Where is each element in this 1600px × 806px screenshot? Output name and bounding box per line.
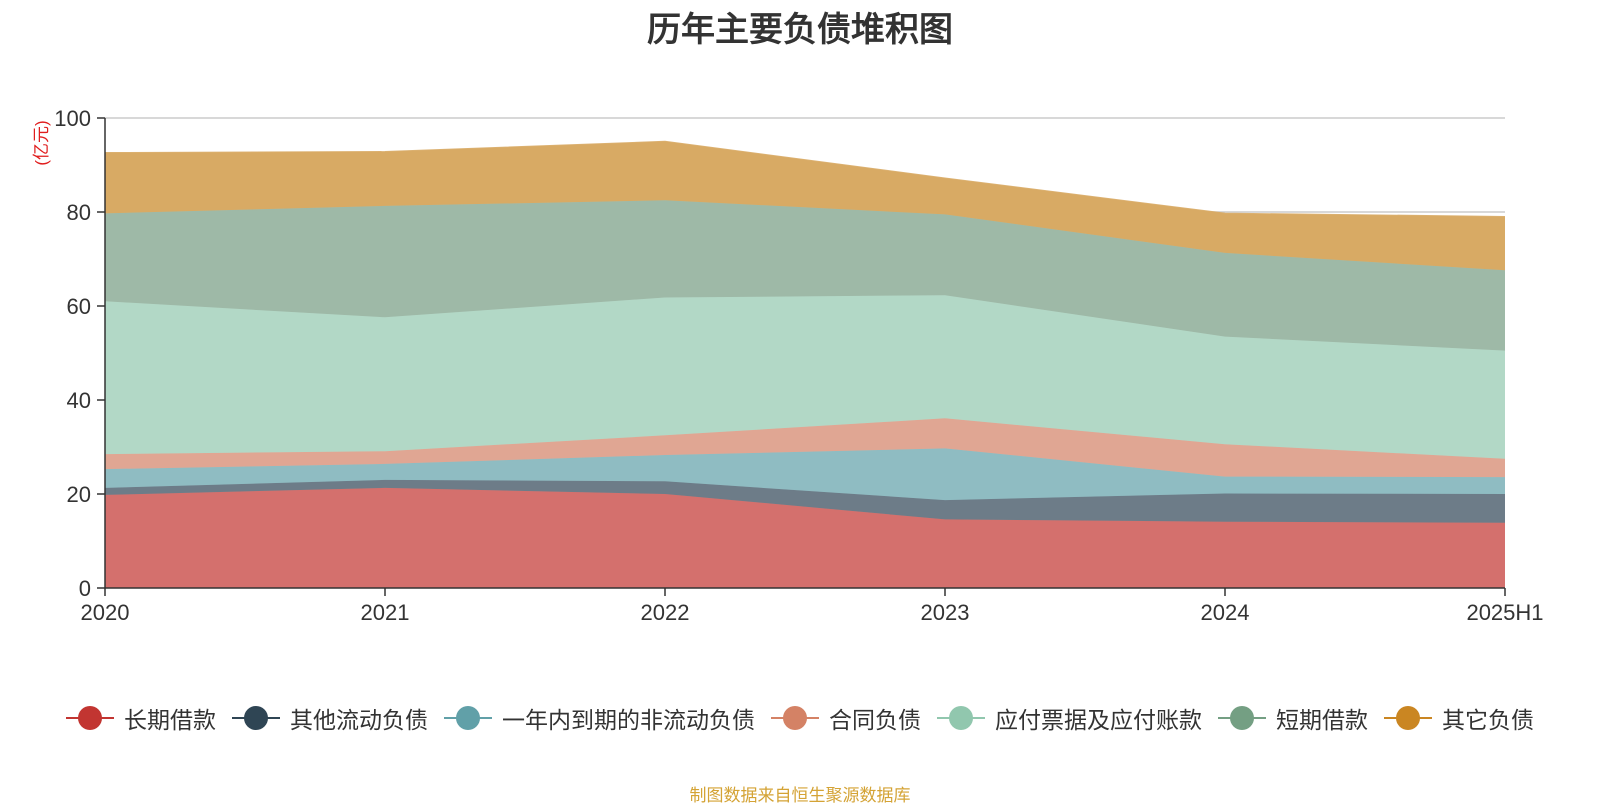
legend-dot <box>244 706 268 730</box>
legend-marker-icon <box>1218 706 1266 730</box>
y-tick-label: 0 <box>79 576 91 601</box>
legend-marker-icon <box>1384 706 1432 730</box>
legend-label: 长期借款 <box>124 707 216 733</box>
x-tick-label: 2021 <box>361 600 410 625</box>
area-series <box>104 140 1506 588</box>
legend-marker-icon <box>232 706 280 730</box>
area-series-4[interactable] <box>105 418 1505 478</box>
legend-dot <box>1230 706 1254 730</box>
area-series-edge <box>104 479 1506 501</box>
area-series-1[interactable] <box>105 487 1505 588</box>
legend-dot <box>949 706 973 730</box>
x-tick-label: 2024 <box>1201 600 1250 625</box>
legend-label: 合同负债 <box>829 707 921 733</box>
legend-item[interactable]: 一年内到期的非流动负债 <box>444 701 755 735</box>
y-tick-label: 20 <box>67 482 91 507</box>
source-note: 制图数据来自恒生聚源数据库 <box>689 786 911 805</box>
legend-label: 其他流动负债 <box>290 707 428 733</box>
y-tick-label: 80 <box>67 200 91 225</box>
axes: 0 20 40 60 80 100 2020 2021 2022 2023 2024 2025H1 <box>54 106 1543 625</box>
legend-label: 应付票据及应付账款 <box>995 707 1202 733</box>
legend-dot <box>783 706 807 730</box>
x-tick-label: 2023 <box>921 600 970 625</box>
legend-dot <box>78 706 102 730</box>
area-series-3[interactable] <box>105 448 1505 501</box>
legend-marker-icon <box>66 706 114 730</box>
chart-legend: 长期借款 其他流动负债 一年内到期的非流动负债 合同负债 应付票据及应付账款 短期借款 其它… <box>0 700 1600 736</box>
area-series-7[interactable] <box>105 141 1505 271</box>
legend-item[interactable]: 短期借款 <box>1218 701 1368 735</box>
legend-marker-icon <box>444 706 492 730</box>
area-series-5[interactable] <box>105 295 1505 459</box>
legend-item[interactable]: 其它负债 <box>1384 701 1534 735</box>
x-tick-label: 2022 <box>641 600 690 625</box>
area-series-2[interactable] <box>105 479 1505 523</box>
y-axis-unit-label: (亿元) <box>32 120 51 165</box>
x-tick-label: 2020 <box>81 600 130 625</box>
legend-marker-icon <box>771 706 819 730</box>
x-tick-label: 2025H1 <box>1466 600 1543 625</box>
area-series-edge <box>104 199 1506 272</box>
legend-label: 短期借款 <box>1276 707 1368 733</box>
legend-item[interactable]: 其他流动负债 <box>232 701 428 735</box>
y-tick-label: 40 <box>67 388 91 413</box>
chart-title: 历年主要负债堆积图 <box>647 11 953 49</box>
legend-dot <box>456 706 480 730</box>
legend-label: 其它负债 <box>1442 707 1534 733</box>
legend-item[interactable]: 合同负债 <box>771 701 921 735</box>
y-tick-label: 100 <box>54 106 91 131</box>
area-series-6[interactable] <box>105 200 1505 351</box>
legend-marker-icon <box>937 706 985 730</box>
area-series-edge <box>104 140 1506 218</box>
legend-label: 一年内到期的非流动负债 <box>502 707 755 733</box>
y-tick-label: 60 <box>67 294 91 319</box>
legend-item[interactable]: 应付票据及应付账款 <box>937 701 1202 735</box>
legend-item[interactable]: 长期借款 <box>66 701 216 735</box>
legend-dot <box>1396 706 1420 730</box>
